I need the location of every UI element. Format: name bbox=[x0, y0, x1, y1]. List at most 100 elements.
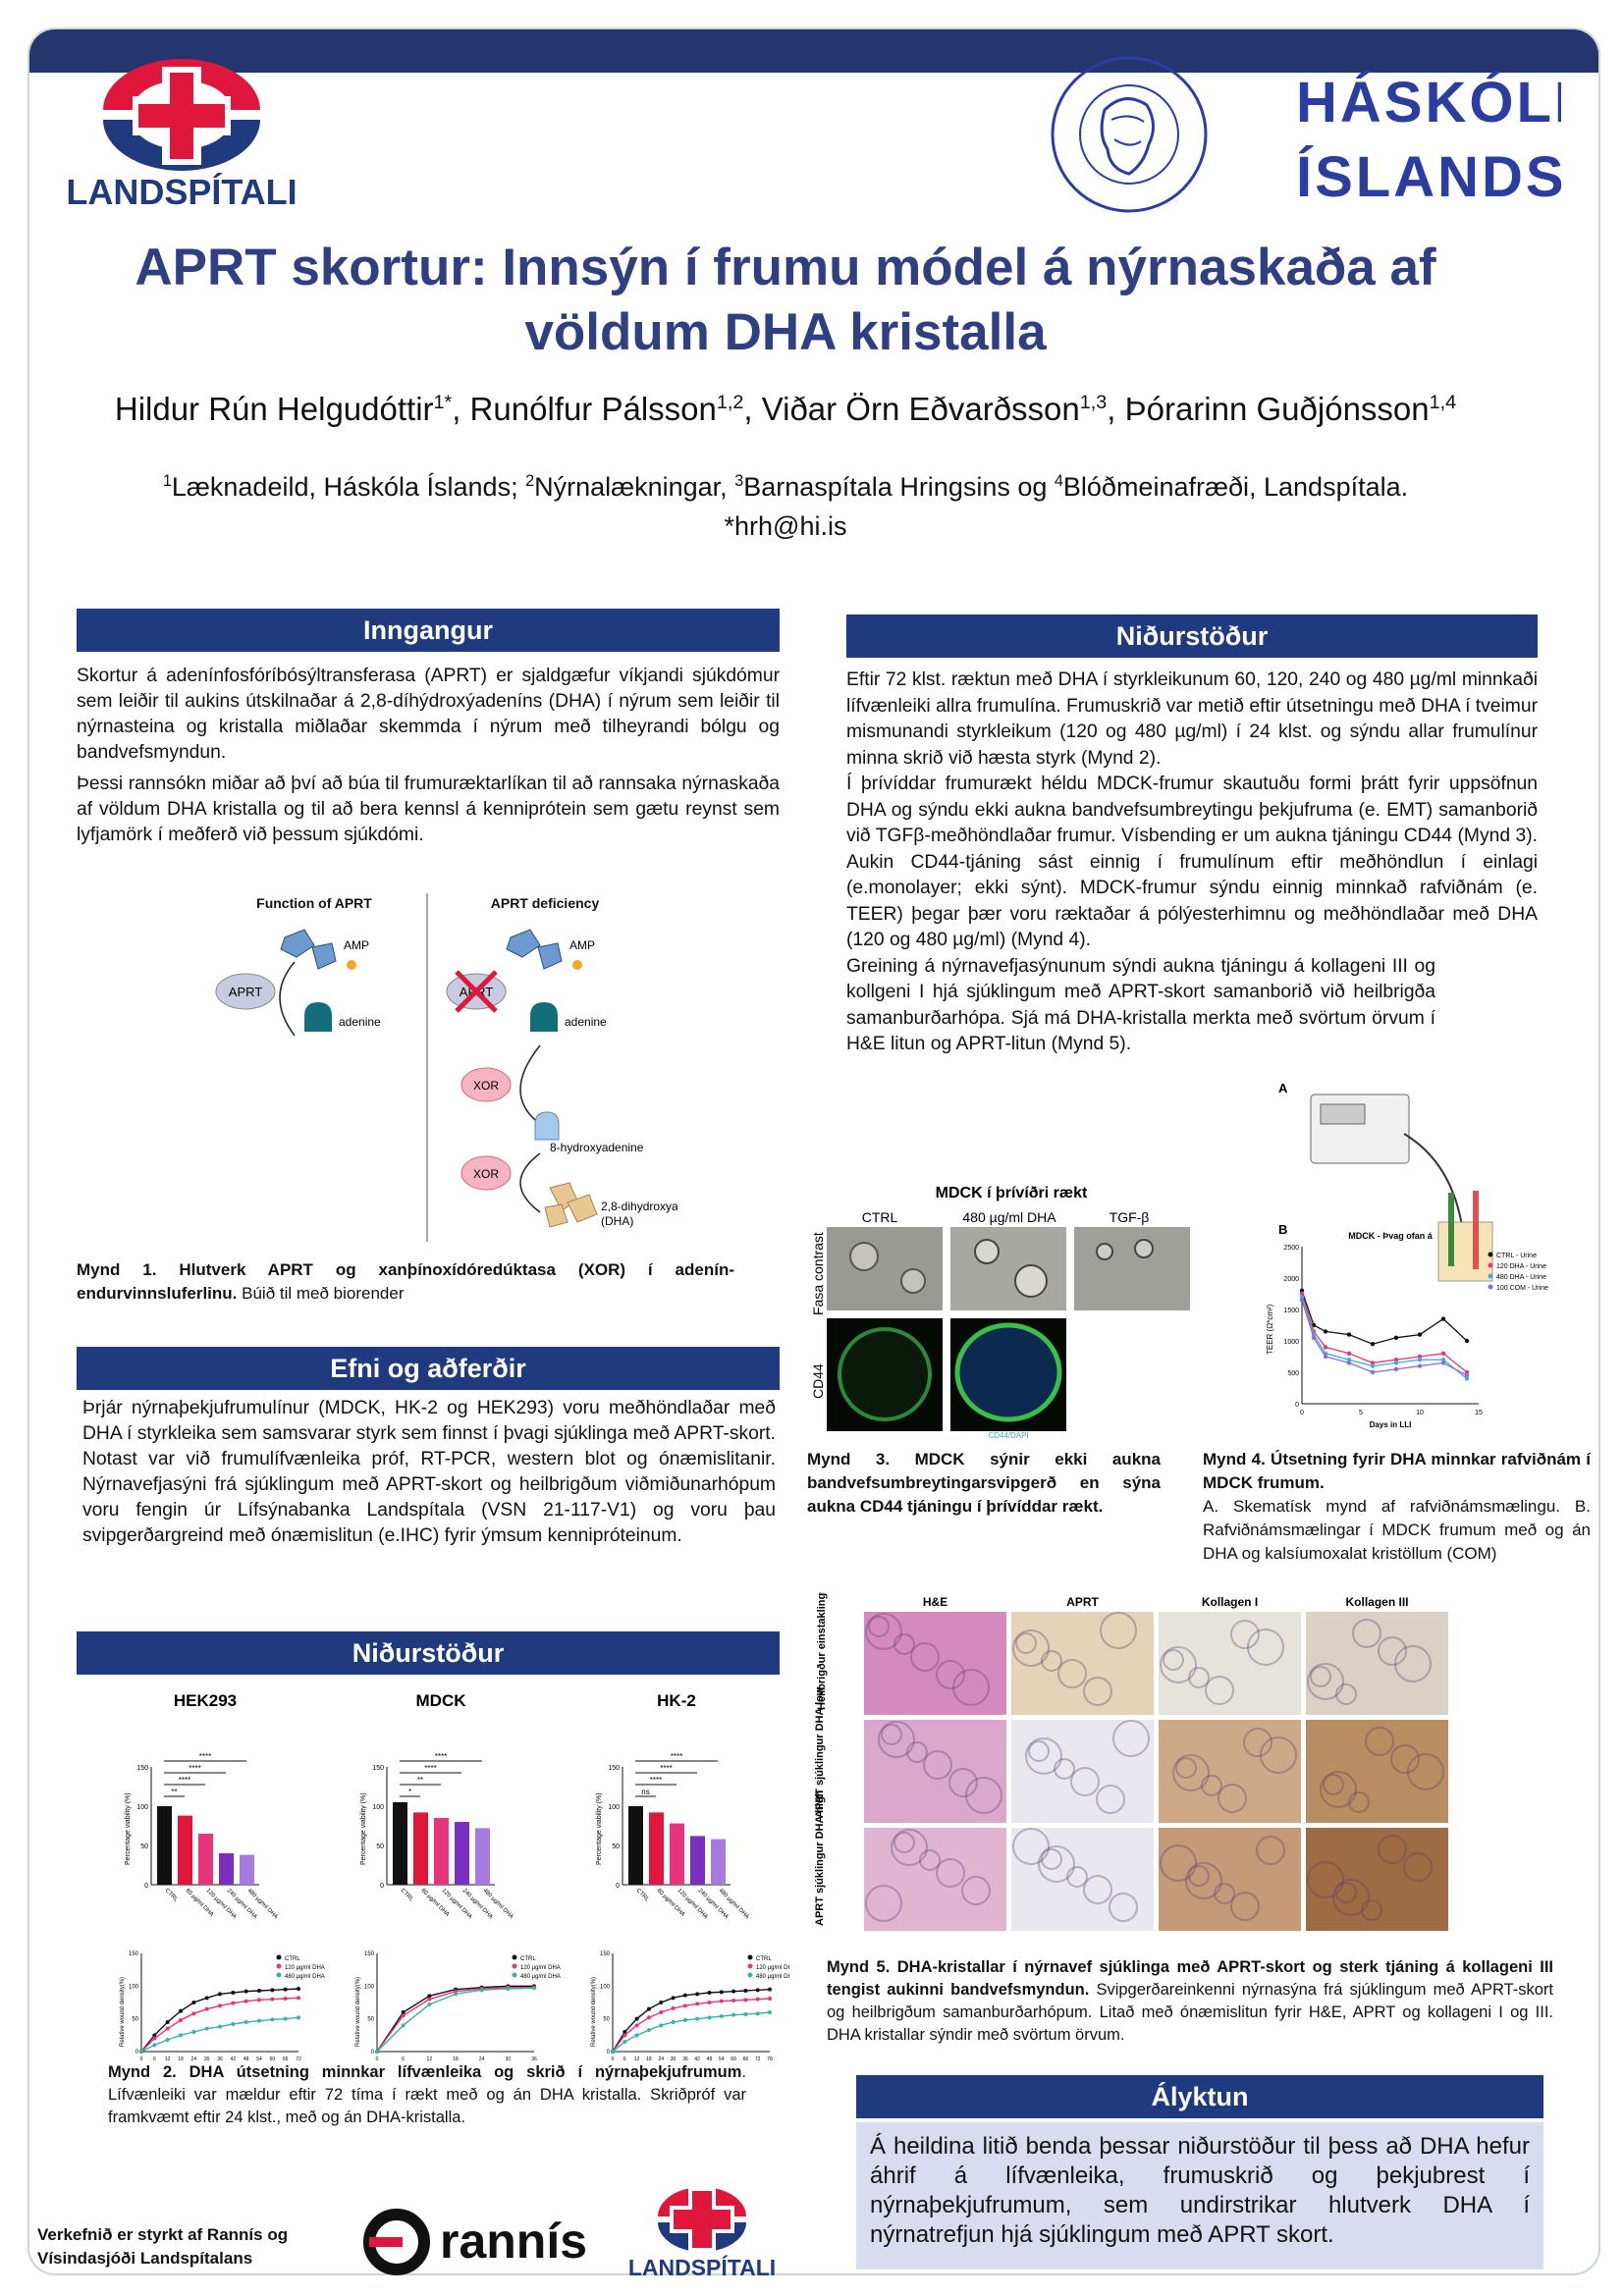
bar bbox=[711, 1839, 726, 1885]
line-point bbox=[231, 2001, 236, 2005]
line-point bbox=[755, 2011, 760, 2016]
affiliation-line: 1Læknadeild, Háskóla Íslands; 2Nýrnalækn… bbox=[162, 472, 1409, 502]
fig5-texture bbox=[1214, 1883, 1235, 1904]
fig1-amp-left: AMP bbox=[344, 938, 369, 952]
fig4-point bbox=[1346, 1358, 1352, 1362]
line-x-tick: 18 bbox=[646, 2056, 652, 2062]
sig-stars: **** bbox=[671, 1752, 682, 1761]
legend-label: 480 µg/ml DHA bbox=[756, 1974, 789, 1980]
sig-stars: * bbox=[408, 1788, 411, 1796]
line-point bbox=[257, 2018, 261, 2023]
bar bbox=[393, 1802, 407, 1885]
line-point bbox=[506, 1987, 511, 1991]
line-point bbox=[191, 2011, 196, 2016]
legend-label: 120 µg/ml DHA bbox=[520, 1965, 561, 1971]
poster-title: APRT skortur: Innsýn í frumu módel á nýr… bbox=[135, 239, 1436, 361]
fig5-row-label: APRT sjúklingur DHA high bbox=[814, 1789, 826, 1926]
fig4-legend-marker bbox=[1488, 1273, 1493, 1279]
results-paragraph-1: Eftir 72 klst. ræktun með DHA í styrklei… bbox=[846, 669, 1539, 769]
fig5-texture bbox=[1201, 1775, 1222, 1796]
fig5-texture bbox=[1307, 1663, 1344, 1700]
bar-y-tick: 150 bbox=[372, 1765, 384, 1772]
fig5-texture bbox=[1188, 1667, 1210, 1688]
methods-text: Þrjár nýrnaþekjufrumulínur (MDCK, HK-2 o… bbox=[82, 1398, 776, 1546]
legend-marker bbox=[512, 1972, 517, 1978]
fig5-texture bbox=[1175, 1757, 1197, 1779]
line-point bbox=[257, 1989, 261, 1993]
fig4-x-tick: 5 bbox=[1359, 1410, 1363, 1416]
fig2-panel-title: HEK293 bbox=[174, 1691, 237, 1710]
fig1-dha-line2: (DHA) bbox=[601, 1214, 633, 1228]
fig4-caption: Mynd 4. Útsetning fyrir DHA minnkar rafv… bbox=[1203, 1448, 1591, 1566]
results-paragraph-3: Greining á nýrnavefjasýnunum sýndi aukna… bbox=[846, 955, 1435, 1055]
fig1-adenine-right: adenine bbox=[565, 1015, 607, 1029]
fig5-texture bbox=[1256, 1836, 1285, 1865]
bar bbox=[690, 1836, 705, 1885]
line-x-tick: 66 bbox=[743, 2056, 749, 2062]
fig5-texture bbox=[1307, 1861, 1344, 1898]
legend-marker bbox=[512, 1954, 517, 1960]
line-point bbox=[218, 2003, 222, 2008]
fig4-point bbox=[1417, 1354, 1423, 1360]
fig5-texture bbox=[1012, 1629, 1050, 1667]
hi-logo: HÁSKÓLI ÍSLANDS bbox=[1051, 56, 1561, 213]
figure-2: HEK293 Percentage viability (%) 0 50 100 150 C… bbox=[120, 1691, 789, 2062]
line-x-tick: 72 bbox=[296, 2056, 301, 2062]
legend-label: CTRL bbox=[756, 1956, 772, 1962]
bar bbox=[434, 1818, 449, 1885]
line-x-tick: 42 bbox=[694, 2056, 700, 2062]
legend-label: CTRL bbox=[285, 1956, 300, 1962]
fig4-caption-rest: A. Skematísk mynd af rafviðnámsmælingu. … bbox=[1203, 1497, 1591, 1563]
fig5-texture bbox=[1352, 1619, 1381, 1648]
fig2-caption: Mynd 2. DHA útsetning minnkar lífvænleik… bbox=[108, 2061, 746, 2129]
fig4-label-b: B bbox=[1278, 1222, 1287, 1237]
line-x-tick: 6 bbox=[623, 2056, 626, 2062]
fig5-texture bbox=[881, 1724, 902, 1745]
fig4-point bbox=[1393, 1335, 1399, 1340]
fig4-point bbox=[1346, 1351, 1352, 1356]
line-point bbox=[231, 2022, 236, 2026]
fig3-stain: CD44/DAPI bbox=[988, 1431, 1028, 1440]
line-point bbox=[707, 2015, 712, 2020]
fig4-point bbox=[1311, 1335, 1317, 1340]
fig5-texture bbox=[1335, 1882, 1357, 1903]
line-x-tick: 30 bbox=[671, 2056, 677, 2062]
line-point bbox=[244, 1999, 248, 2003]
line-point bbox=[179, 2008, 183, 2013]
line-point bbox=[682, 2018, 687, 2022]
bar bbox=[157, 1806, 172, 1885]
fig5-row-label: Heilbrigður einstaklingur bbox=[816, 1592, 828, 1710]
landspitali-logo-text: LANDSPÍTALI bbox=[66, 172, 297, 212]
fig2-panel-title: MDCK bbox=[416, 1691, 467, 1710]
line-x-tick: 78 bbox=[767, 2056, 773, 2062]
bar-y-tick: 150 bbox=[608, 1765, 620, 1772]
bar bbox=[628, 1806, 643, 1885]
fig5-texture bbox=[865, 1885, 902, 1922]
line-series bbox=[612, 2011, 771, 2053]
fig5-texture bbox=[1100, 1612, 1137, 1649]
fig5-texture bbox=[1361, 1899, 1382, 1921]
fig4-point bbox=[1440, 1358, 1446, 1362]
line-point bbox=[719, 1999, 724, 2003]
fig5-caption-bold: Mynd 5. DHA-kristallar í nýrnavef sjúkli… bbox=[827, 1958, 1553, 1999]
fig5-texture bbox=[1041, 1650, 1062, 1672]
fig5-texture bbox=[891, 1829, 928, 1866]
fig5-texture bbox=[1390, 1744, 1420, 1774]
bar bbox=[670, 1823, 684, 1885]
figure-1: Function of APRT APRT deficiency AMP APR… bbox=[215, 893, 677, 1242]
line-x-tick: 0 bbox=[140, 2056, 143, 2062]
fig4-y-tick: 1500 bbox=[1283, 1308, 1299, 1314]
fig1-caption-bold: Mynd 1. Hlutverk APRT og xanþínoxídóredú… bbox=[77, 1260, 734, 1303]
line-point bbox=[152, 2033, 157, 2038]
line-point bbox=[218, 1992, 222, 1997]
fig1-caption-rest: Búið til með biorender bbox=[237, 1284, 405, 1303]
fig5-texture bbox=[1083, 1677, 1112, 1706]
bar-y-label: Percentage viability (%) bbox=[360, 1792, 367, 1865]
line-point bbox=[743, 2012, 748, 2016]
line-x-tick: 72 bbox=[755, 2056, 761, 2062]
fig5-texture bbox=[1332, 1879, 1370, 1916]
fig4-point bbox=[1346, 1361, 1352, 1365]
line-series bbox=[612, 1988, 771, 2053]
line-point bbox=[743, 1989, 748, 1993]
conclusion-box: Á heildina litið benda þessar niðurstöðu… bbox=[856, 2122, 1543, 2269]
